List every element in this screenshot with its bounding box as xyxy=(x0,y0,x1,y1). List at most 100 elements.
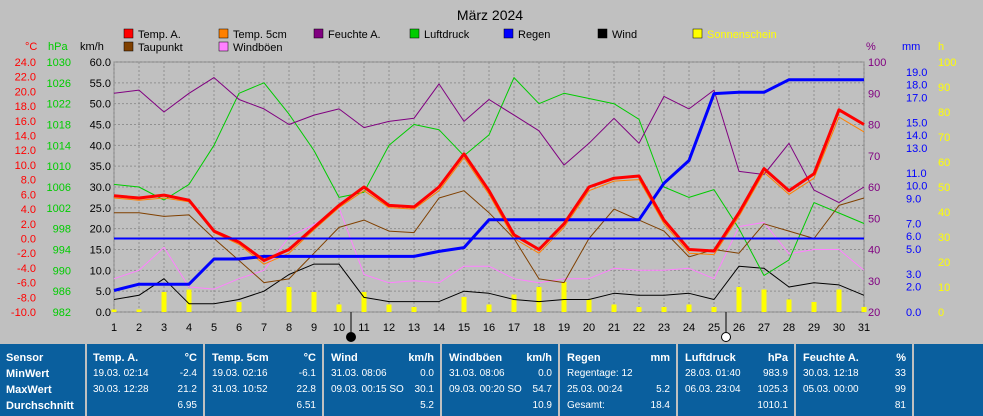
summary-col-header: Regen mm xyxy=(567,352,670,364)
wind-tick: 45.0 xyxy=(90,120,111,132)
temp-tick: -8.0 xyxy=(17,292,36,304)
weather-chart: März 2024 Temp. A. Temp. 5cm Feuchte A. Luf… xyxy=(11,7,956,342)
temp-tick: -10.0 xyxy=(11,307,36,319)
rain-unit-label: mm xyxy=(902,41,920,53)
x-tick-label: 9 xyxy=(311,322,317,334)
rain-tick: 5.0 xyxy=(906,244,921,256)
summary-cell: 31.03. 10:52 22.8 xyxy=(212,384,316,398)
sun-tick: 90 xyxy=(938,82,950,94)
x-tick-label: 12 xyxy=(383,322,395,334)
x-tick-label: 10 xyxy=(333,322,345,334)
temp-tick: 18.0 xyxy=(15,101,36,113)
summary-cell: Regentage: 12 xyxy=(567,368,670,382)
summary-cell-time: 31.03. 08:06 xyxy=(331,368,387,379)
temp-tick: -6.0 xyxy=(17,278,36,290)
sunshine-bar xyxy=(761,289,767,312)
temp-tick: 16.0 xyxy=(15,116,36,128)
summary-cell-value: 1010.1 xyxy=(757,400,788,411)
sun-tick: 80 xyxy=(938,107,950,119)
label-max: MaxWert xyxy=(6,384,52,396)
wind-tick: 30.0 xyxy=(90,182,111,194)
rain-tick: 2.0 xyxy=(906,282,921,294)
summary-cell-time: 09.03. 00:15 SO xyxy=(331,384,404,395)
legend-swatch xyxy=(503,28,514,39)
series-line-luftdruck xyxy=(113,77,865,276)
summary-cell-value: 0.0 xyxy=(538,368,552,379)
sunshine-bar xyxy=(386,304,392,312)
legend-swatch xyxy=(692,28,703,39)
summary-cell-value: 99 xyxy=(894,384,906,395)
legend-label: Temp. 5cm xyxy=(233,29,287,41)
pressure-unit-label: hPa xyxy=(48,41,68,53)
legend-swatch xyxy=(313,28,324,39)
x-tick-label: 1 xyxy=(111,322,117,334)
x-tick-label: 29 xyxy=(808,322,820,334)
x-tick-label: 4 xyxy=(186,322,192,334)
humidity-unit-label: % xyxy=(866,41,876,53)
humidity-tick: 80 xyxy=(868,120,880,132)
temp-tick: 20.0 xyxy=(15,86,36,98)
label-min: MinWert xyxy=(6,368,50,380)
temp-tick: 12.0 xyxy=(15,145,36,157)
summary-cell: 31.03. 08:06 0.0 xyxy=(331,368,434,382)
pressure-tick: 1026 xyxy=(47,78,71,90)
x-tick-label: 17 xyxy=(508,322,520,334)
label-avg: Durchschnitt xyxy=(6,400,74,412)
sunshine-bar xyxy=(236,302,242,312)
summary-cell-value: 5.2 xyxy=(656,384,670,395)
summary-col-unit: hPa xyxy=(767,352,788,364)
wind-tick: 5.0 xyxy=(96,286,111,298)
rain-tick: 18.0 xyxy=(906,80,927,92)
summary-cell-value: 0.0 xyxy=(420,368,434,379)
summary-col-unit: km/h xyxy=(408,352,434,364)
series-lines xyxy=(113,77,865,305)
temp-tick: 10.0 xyxy=(15,160,36,172)
sunshine-bar xyxy=(586,299,592,312)
summary-col-unit: mm xyxy=(650,352,670,364)
sunshine-bar xyxy=(536,287,542,312)
summary-col-unit: % xyxy=(896,352,906,364)
summary-cell: 6.51 xyxy=(212,400,316,414)
summary-cell-time: 25.03. 00:24 xyxy=(567,384,623,395)
legend-swatch xyxy=(218,41,229,52)
rain-tick: 14.0 xyxy=(906,130,927,142)
rain-tick: 3.0 xyxy=(906,269,921,281)
pressure-tick: 998 xyxy=(53,224,71,236)
wind-tick: 15.0 xyxy=(90,245,111,257)
summary-col-unit: °C xyxy=(303,352,316,364)
humidity-tick: 20 xyxy=(868,307,880,319)
summary-cell-value: 6.95 xyxy=(177,400,197,411)
x-tick-label: 26 xyxy=(733,322,745,334)
summary-cell-value: 30.1 xyxy=(414,384,434,395)
summary-cell-value: 983.9 xyxy=(762,368,788,379)
sunshine-bar xyxy=(861,307,867,312)
sun-tick: 10 xyxy=(938,282,950,294)
x-tick-label: 28 xyxy=(783,322,795,334)
summary-col-unit: km/h xyxy=(526,352,552,364)
summary-cell-time: 05.03. 00:00 xyxy=(803,384,859,395)
summary-cell-time: Regentage: 12 xyxy=(567,368,633,379)
summary-cell: 31.03. 08:06 0.0 xyxy=(449,368,552,382)
summary-cell-value: 54.7 xyxy=(532,384,552,395)
sun-tick: 100 xyxy=(938,57,956,69)
temp-tick: -2.0 xyxy=(17,248,36,260)
summary-cell: 09.03. 00:15 SO 30.1 xyxy=(331,384,434,398)
sunshine-bar xyxy=(711,307,717,312)
summary-cell-value: -2.4 xyxy=(179,368,197,379)
summary-cell-value: 81 xyxy=(894,400,906,411)
temp-tick: 8.0 xyxy=(21,175,36,187)
sun-unit-label: h xyxy=(938,41,944,53)
wind-tick: 55.0 xyxy=(90,78,111,90)
summary-cell-value: -6.1 xyxy=(298,368,316,379)
temp-tick: 14.0 xyxy=(15,131,36,143)
x-tick-label: 23 xyxy=(658,322,670,334)
summary-cell: Gesamt: 18.4 xyxy=(567,400,670,414)
pressure-tick: 986 xyxy=(53,286,71,298)
x-tick-label: 6 xyxy=(236,322,242,334)
summary-cell-time: 30.03. 12:28 xyxy=(93,384,149,395)
sun-tick: 70 xyxy=(938,132,950,144)
legend-label: Taupunkt xyxy=(138,42,183,54)
sunshine-bar xyxy=(636,307,642,312)
chart-title: März 2024 xyxy=(457,7,523,23)
humidity-tick: 70 xyxy=(868,151,880,163)
